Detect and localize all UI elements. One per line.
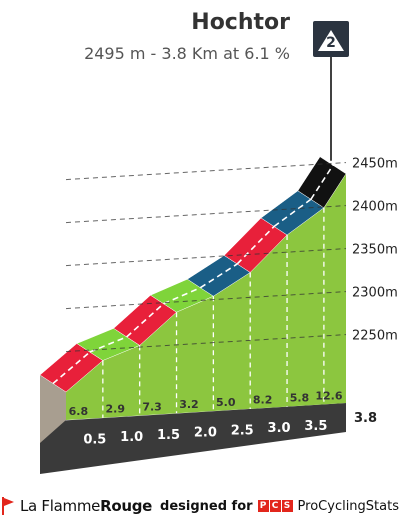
road-centre-line — [52, 351, 91, 385]
road-centre-line — [236, 225, 275, 265]
chart-labels: 2250m 2300m 2350m 2400m 2450m 6.8 2.9 7.3 3.2 5.0… — [69, 57, 398, 447]
km-tick-label: 3.0 — [268, 421, 291, 436]
gradient-label: 12.6 — [315, 390, 342, 403]
mountain-icon — [318, 30, 344, 51]
gradient-label: 5.0 — [216, 396, 236, 409]
gradient-label: 3.2 — [179, 398, 199, 411]
gridline — [65, 291, 347, 310]
road-centre-line — [89, 336, 127, 353]
gradient-label: 8.2 — [253, 394, 273, 407]
brand-left-a: La Flamme — [20, 497, 101, 515]
km-tick-label: 0.5 — [83, 432, 106, 447]
km-tick-label: 2.0 — [194, 426, 217, 441]
category-badge: 2 — [313, 21, 349, 57]
gradient-label: 7.3 — [142, 400, 162, 413]
km-tick-label: 1.0 — [120, 430, 143, 445]
climb-title: Hochtor — [191, 10, 290, 35]
pcs-logo-c: C — [269, 500, 281, 512]
pcs-logo-s: S — [281, 500, 293, 512]
road-centre-line — [163, 286, 201, 305]
gradient-label: 6.8 — [69, 405, 89, 418]
pcs-logo-icon: P C S — [257, 500, 293, 512]
profile-start-wall — [40, 375, 66, 443]
elevation-gridlines — [65, 162, 347, 353]
gridline — [65, 205, 347, 224]
pcs-name: ProCyclingStats — [297, 498, 399, 514]
km-tick-label: 1.5 — [157, 428, 180, 443]
road-centre-line — [310, 164, 334, 200]
km-tick-label: 2.5 — [231, 423, 254, 438]
gridline — [65, 162, 347, 181]
road-centre-line — [126, 303, 165, 338]
distance-base-band — [40, 403, 346, 474]
category-number: 2 — [326, 35, 336, 51]
gradient-label: 2.9 — [106, 403, 126, 416]
road-centre-line — [273, 198, 312, 228]
km-tick-label: 3.5 — [304, 419, 327, 434]
elevation-tick-label: 2450m — [352, 157, 398, 172]
road-centre-line — [199, 263, 238, 289]
flamme-rouge-flag-icon — [2, 497, 14, 515]
pcs-logo-p: P — [257, 500, 269, 512]
gradient-label: 5.8 — [290, 391, 310, 404]
gridline — [65, 334, 347, 353]
elevation-tick-label: 2400m — [352, 200, 398, 215]
elevation-tick-label: 2350m — [352, 243, 398, 258]
brand-left-b: Rouge — [100, 497, 153, 515]
designed-for-label: designed for — [160, 498, 253, 514]
profile-front-face — [66, 173, 346, 420]
end-distance-label: 3.8 — [354, 411, 377, 426]
profile-area — [39, 156, 347, 474]
climb-subtitle: 2495 m - 3.8 Km at 6.1 % — [84, 44, 290, 63]
elevation-tick-label: 2300m — [352, 286, 398, 301]
designed-for-pcs: designed for P C S ProCyclingStats — [160, 494, 399, 518]
la-flamme-rouge-logo: La FlammeRouge — [0, 494, 152, 518]
gridline — [65, 248, 347, 267]
elevation-tick-label: 2250m — [352, 329, 398, 344]
